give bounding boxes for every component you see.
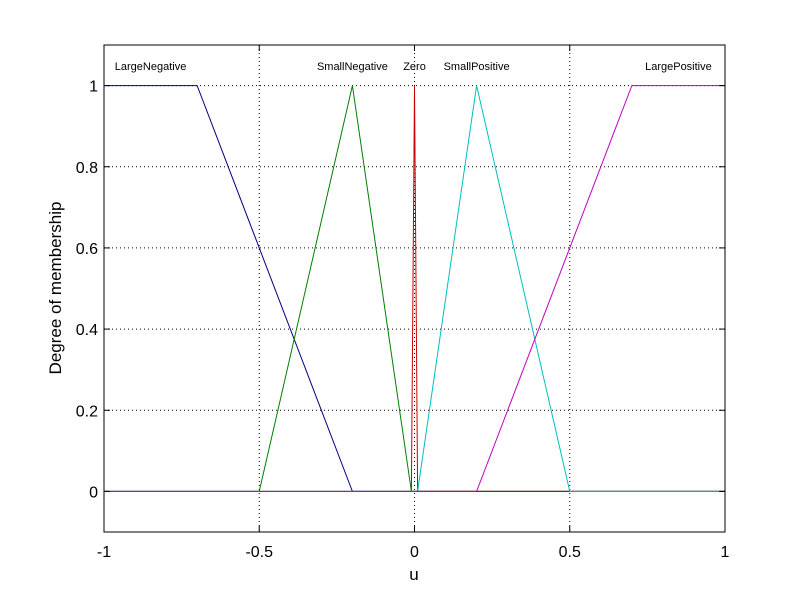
mf-label-largenegative: LargeNegative (115, 61, 187, 73)
y-tick-label: 0.2 (76, 403, 98, 420)
y-tick-label: 0.6 (76, 241, 98, 258)
x-tick-label: -0.5 (245, 544, 273, 561)
ticks: -1 -0.5 0 0.5 1 0 0.2 0.4 0.6 0.8 1 (76, 45, 730, 561)
mf-label-zero: Zero (403, 61, 426, 73)
x-tick-label: 0 (410, 544, 419, 561)
y-tick-label: 1 (89, 79, 98, 96)
x-tick-label: 1 (721, 544, 730, 561)
mf-label-largepositive: LargePositive (645, 61, 712, 73)
mf-label-smallpositive: SmallPositive (444, 61, 510, 73)
x-tick-label: -1 (97, 544, 111, 561)
x-axis-label: u (409, 565, 418, 584)
y-axis-label: Degree of membership (46, 202, 65, 375)
mf-labels: LargeNegative SmallNegative Zero SmallPosit… (115, 61, 712, 73)
x-tick-label: 0.5 (559, 544, 581, 561)
y-tick-label: 0.8 (76, 160, 98, 177)
y-tick-label: 0.4 (76, 322, 98, 339)
series-lines (104, 85, 725, 492)
mf-label-smallnegative: SmallNegative (317, 61, 388, 73)
mf-line-largepositive (104, 85, 725, 492)
y-tick-label: 0 (89, 484, 98, 501)
